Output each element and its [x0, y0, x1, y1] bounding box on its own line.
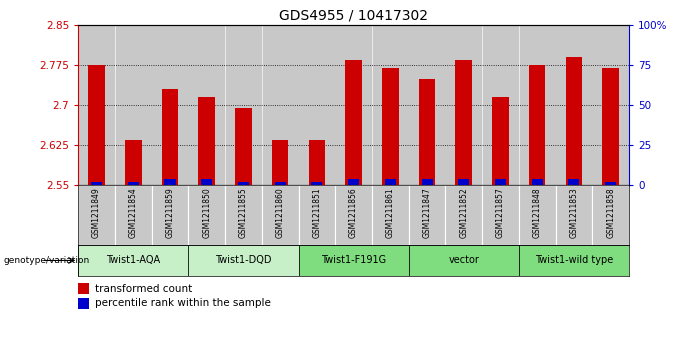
Bar: [445, 185, 482, 245]
Text: Twist1-F191G: Twist1-F191G: [321, 256, 386, 265]
Bar: [309, 140, 325, 185]
Bar: [226, 25, 261, 185]
Bar: [262, 25, 298, 185]
Bar: [348, 179, 359, 185]
Bar: [495, 179, 506, 185]
Bar: [492, 97, 509, 185]
Bar: [335, 185, 372, 245]
Bar: [593, 25, 628, 185]
Bar: [199, 97, 215, 185]
Bar: [519, 245, 629, 276]
Bar: [188, 245, 299, 276]
Text: genotype/variation: genotype/variation: [3, 256, 90, 265]
Bar: [483, 25, 518, 185]
Bar: [78, 284, 89, 294]
Bar: [602, 68, 619, 185]
Text: Twist1-wild type: Twist1-wild type: [534, 256, 613, 265]
Text: GSM1211847: GSM1211847: [422, 188, 432, 238]
Bar: [382, 68, 398, 185]
Bar: [520, 25, 555, 185]
Bar: [299, 185, 335, 245]
Bar: [79, 25, 114, 185]
Text: GSM1211859: GSM1211859: [165, 188, 175, 238]
Bar: [458, 179, 469, 185]
Bar: [556, 185, 592, 245]
Text: GSM1211848: GSM1211848: [532, 188, 542, 238]
Bar: [78, 245, 188, 276]
Bar: [336, 25, 371, 185]
Bar: [88, 65, 105, 185]
Bar: [238, 182, 249, 185]
Bar: [532, 179, 543, 185]
Text: GSM1211858: GSM1211858: [606, 188, 615, 238]
Bar: [345, 60, 362, 185]
Bar: [385, 179, 396, 185]
Bar: [201, 179, 212, 185]
Title: GDS4955 / 10417302: GDS4955 / 10417302: [279, 9, 428, 23]
Bar: [225, 185, 262, 245]
Bar: [605, 182, 616, 185]
Text: GSM1211855: GSM1211855: [239, 188, 248, 238]
Text: GSM1211852: GSM1211852: [459, 188, 469, 238]
Text: GSM1211854: GSM1211854: [129, 188, 138, 238]
Text: GSM1211857: GSM1211857: [496, 188, 505, 238]
Bar: [422, 179, 432, 185]
Bar: [409, 245, 519, 276]
Text: GSM1211849: GSM1211849: [92, 188, 101, 238]
Bar: [275, 182, 286, 185]
Bar: [162, 89, 178, 185]
Bar: [128, 182, 139, 185]
Bar: [446, 25, 481, 185]
Bar: [311, 182, 322, 185]
Bar: [125, 140, 141, 185]
Bar: [188, 185, 225, 245]
Text: GSM1211860: GSM1211860: [275, 188, 285, 238]
Bar: [556, 25, 592, 185]
Bar: [409, 185, 445, 245]
Bar: [373, 25, 408, 185]
Bar: [409, 25, 445, 185]
Bar: [152, 185, 188, 245]
Bar: [116, 25, 151, 185]
Bar: [419, 79, 435, 185]
Bar: [529, 65, 545, 185]
Text: GSM1211851: GSM1211851: [312, 188, 322, 238]
Bar: [299, 245, 409, 276]
Text: percentile rank within the sample: percentile rank within the sample: [95, 298, 271, 309]
Text: GSM1211861: GSM1211861: [386, 188, 395, 238]
Text: GSM1211850: GSM1211850: [202, 188, 211, 238]
Text: GSM1211853: GSM1211853: [569, 188, 579, 238]
Bar: [272, 140, 288, 185]
Bar: [78, 298, 89, 309]
Bar: [115, 185, 152, 245]
Text: vector: vector: [448, 256, 479, 265]
Text: Twist1-DQD: Twist1-DQD: [215, 256, 272, 265]
Bar: [165, 179, 175, 185]
Bar: [372, 185, 409, 245]
Bar: [299, 25, 335, 185]
Text: transformed count: transformed count: [95, 284, 192, 294]
Bar: [456, 60, 472, 185]
Bar: [78, 185, 115, 245]
Bar: [519, 185, 556, 245]
Bar: [482, 185, 519, 245]
Text: Twist1-AQA: Twist1-AQA: [106, 256, 160, 265]
Bar: [91, 182, 102, 185]
Bar: [592, 185, 629, 245]
Text: GSM1211856: GSM1211856: [349, 188, 358, 238]
Bar: [566, 57, 582, 185]
Bar: [262, 185, 299, 245]
Bar: [152, 25, 188, 185]
Bar: [189, 25, 224, 185]
Bar: [568, 179, 579, 185]
Bar: [235, 108, 252, 185]
